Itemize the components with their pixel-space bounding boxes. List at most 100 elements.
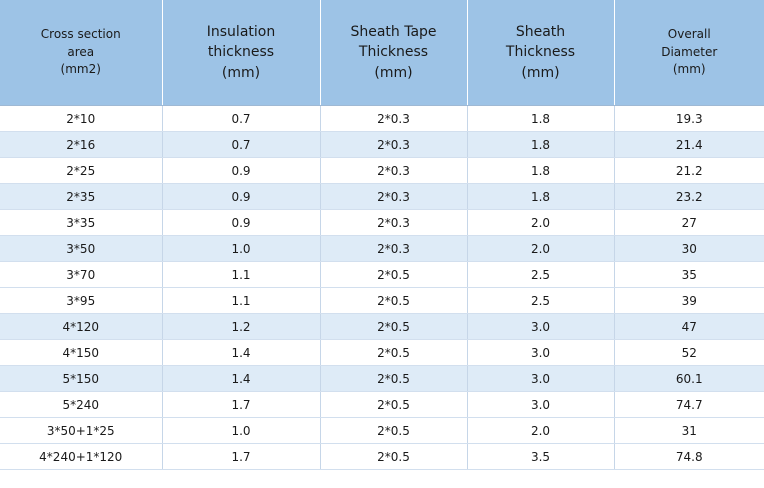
cell-cross-section: 2*25 xyxy=(0,157,163,184)
cell-cross-section: 3*50+1*25 xyxy=(0,417,163,444)
cell-sheath: 1.8 xyxy=(467,131,615,158)
cell-sheath: 3.5 xyxy=(467,443,615,470)
cable-spec-table: Cross section area (mm2) Insulation thic… xyxy=(0,0,764,470)
cell-cross-section: 5*150 xyxy=(0,365,163,392)
cell-sheath: 1.8 xyxy=(467,157,615,184)
cell-sheath-tape: 2*0.3 xyxy=(320,105,468,132)
cell-diameter: 21.2 xyxy=(614,157,764,184)
cell-sheath-tape: 2*0.3 xyxy=(320,209,468,236)
table-row: 2*16 0.7 2*0.3 1.8 21.4 xyxy=(0,131,764,158)
table-row: 2*10 0.7 2*0.3 1.8 19.3 xyxy=(0,105,764,132)
cell-insulation: 1.0 xyxy=(162,417,321,444)
cell-diameter: 19.3 xyxy=(614,105,764,132)
cell-insulation: 0.7 xyxy=(162,105,321,132)
cell-sheath: 2.5 xyxy=(467,287,615,314)
cell-cross-section: 2*35 xyxy=(0,183,163,210)
cell-sheath-tape: 2*0.3 xyxy=(320,131,468,158)
cell-sheath-tape: 2*0.5 xyxy=(320,339,468,366)
cell-sheath: 1.8 xyxy=(467,105,615,132)
header-insulation-thickness: Insulation thickness (mm) xyxy=(162,0,321,106)
cell-cross-section: 5*240 xyxy=(0,391,163,418)
cell-sheath-tape: 2*0.5 xyxy=(320,443,468,470)
header-line: Diameter xyxy=(661,44,718,59)
cell-sheath-tape: 2*0.5 xyxy=(320,365,468,392)
cell-insulation: 0.9 xyxy=(162,183,321,210)
cell-cross-section: 4*120 xyxy=(0,313,163,340)
header-line: Thickness xyxy=(505,44,576,61)
cell-insulation: 0.9 xyxy=(162,157,321,184)
header-line: Cross section xyxy=(40,27,121,42)
cell-cross-section: 3*35 xyxy=(0,209,163,236)
header-line: Thickness xyxy=(358,44,429,61)
cell-cross-section: 2*16 xyxy=(0,131,163,158)
cell-diameter: 27 xyxy=(614,209,764,236)
cell-insulation: 1.7 xyxy=(162,391,321,418)
cell-diameter: 47 xyxy=(614,313,764,340)
table-row: 3*35 0.9 2*0.3 2.0 27 xyxy=(0,209,764,236)
header-sheath-thickness: Sheath Thickness (mm) xyxy=(467,0,615,106)
cell-insulation: 0.9 xyxy=(162,209,321,236)
header-line: Overall xyxy=(667,27,711,42)
cell-sheath: 1.8 xyxy=(467,183,615,210)
cell-sheath-tape: 2*0.5 xyxy=(320,261,468,288)
cell-cross-section: 4*150 xyxy=(0,339,163,366)
cell-insulation: 1.4 xyxy=(162,365,321,392)
header-cross-section-area: Cross section area (mm2) xyxy=(0,0,163,106)
cell-insulation: 1.7 xyxy=(162,443,321,470)
cell-diameter: 74.7 xyxy=(614,391,764,418)
table-row: 3*95 1.1 2*0.5 2.5 39 xyxy=(0,287,764,314)
table-row: 4*240+1*120 1.7 2*0.5 3.5 74.8 xyxy=(0,443,764,470)
table-row: 5*240 1.7 2*0.5 3.0 74.7 xyxy=(0,391,764,418)
table-row: 4*150 1.4 2*0.5 3.0 52 xyxy=(0,339,764,366)
table-body: 2*10 0.7 2*0.3 1.8 19.3 2*16 0.7 2*0.3 1… xyxy=(0,105,764,470)
header-line: (mm) xyxy=(221,64,261,81)
cell-diameter: 21.4 xyxy=(614,131,764,158)
cell-sheath: 2.0 xyxy=(467,235,615,262)
cell-cross-section: 3*95 xyxy=(0,287,163,314)
header-line: (mm) xyxy=(374,64,413,81)
cell-sheath-tape: 2*0.3 xyxy=(320,157,468,184)
cell-cross-section: 2*10 xyxy=(0,105,163,132)
cell-diameter: 35 xyxy=(614,261,764,288)
cell-diameter: 30 xyxy=(614,235,764,262)
cell-sheath-tape: 2*0.5 xyxy=(320,287,468,314)
table-row: 3*50+1*25 1.0 2*0.5 2.0 31 xyxy=(0,417,764,444)
cell-diameter: 23.2 xyxy=(614,183,764,210)
cell-insulation: 1.2 xyxy=(162,313,321,340)
header-line: (mm2) xyxy=(60,62,101,77)
cell-diameter: 31 xyxy=(614,417,764,444)
cell-sheath: 3.0 xyxy=(467,313,615,340)
table-row: 4*120 1.2 2*0.5 3.0 47 xyxy=(0,313,764,340)
cell-sheath-tape: 2*0.5 xyxy=(320,391,468,418)
table-row: 2*35 0.9 2*0.3 1.8 23.2 xyxy=(0,183,764,210)
header-line: Insulation xyxy=(206,24,276,41)
cell-sheath-tape: 2*0.5 xyxy=(320,313,468,340)
cell-sheath-tape: 2*0.3 xyxy=(320,235,468,262)
header-sheath-tape-thickness: Sheath Tape Thickness (mm) xyxy=(320,0,468,106)
header-row: Cross section area (mm2) Insulation thic… xyxy=(0,0,764,106)
cell-insulation: 1.4 xyxy=(162,339,321,366)
header-line: Sheath xyxy=(515,24,566,41)
cell-diameter: 39 xyxy=(614,287,764,314)
table-row: 3*50 1.0 2*0.3 2.0 30 xyxy=(0,235,764,262)
cell-sheath-tape: 2*0.5 xyxy=(320,417,468,444)
table-row: 2*25 0.9 2*0.3 1.8 21.2 xyxy=(0,157,764,184)
header-line: area xyxy=(67,44,95,59)
cell-cross-section: 3*50 xyxy=(0,235,163,262)
cell-cross-section: 4*240+1*120 xyxy=(0,443,163,470)
cell-sheath: 3.0 xyxy=(467,391,615,418)
cell-insulation: 1.1 xyxy=(162,261,321,288)
cell-sheath: 2.5 xyxy=(467,261,615,288)
table-row: 5*150 1.4 2*0.5 3.0 60.1 xyxy=(0,365,764,392)
header-line: (mm) xyxy=(521,64,560,81)
header-line: Sheath Tape xyxy=(350,24,437,41)
cell-sheath: 2.0 xyxy=(467,209,615,236)
header-line: (mm) xyxy=(672,62,706,77)
cell-insulation: 1.0 xyxy=(162,235,321,262)
cell-insulation: 0.7 xyxy=(162,131,321,158)
cell-sheath-tape: 2*0.3 xyxy=(320,183,468,210)
cell-sheath: 3.0 xyxy=(467,339,615,366)
header-line: thickness xyxy=(207,44,275,61)
cell-sheath: 2.0 xyxy=(467,417,615,444)
cell-diameter: 74.8 xyxy=(614,443,764,470)
